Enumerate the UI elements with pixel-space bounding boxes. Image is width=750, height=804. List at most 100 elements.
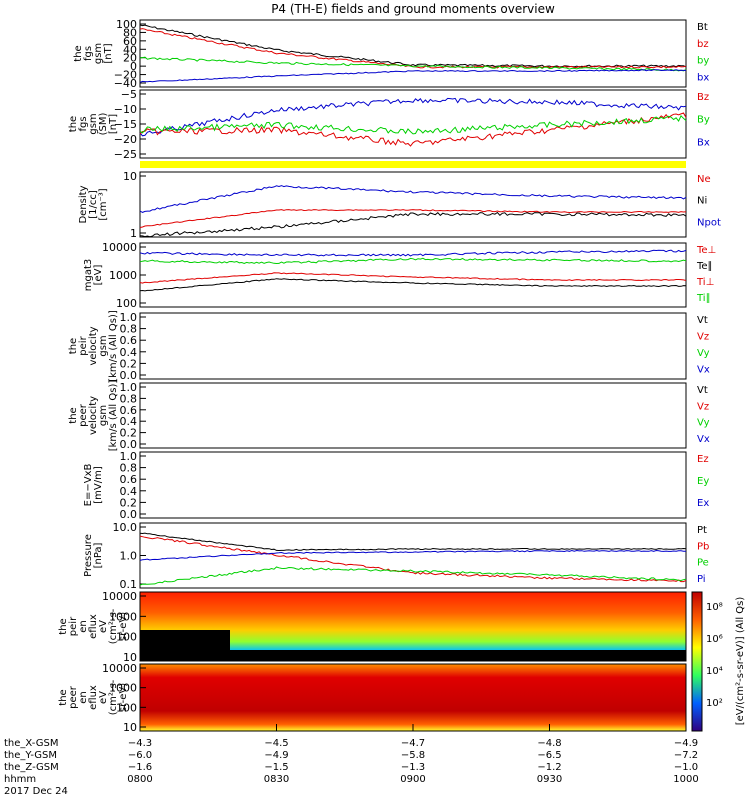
y-axis-label: mgat3[eV] [83, 259, 104, 292]
y-tick-label: 0.6 [120, 334, 138, 347]
panel-5: 1.00.80.60.40.20.0thepeirvelocitygsm[km/… [68, 310, 710, 382]
y-axis-label: Density[1/cc][cm⁻³] [78, 185, 109, 223]
y-tick-label: 1.0 [120, 311, 138, 324]
legend-entry: Vx [697, 365, 710, 376]
colorbar-tick-label: 10² [706, 698, 723, 709]
y-tick-label: 10.0 [113, 521, 138, 534]
legend-entry: Ez [697, 454, 709, 465]
y-tick-label: −10 [114, 103, 137, 116]
y-axis-label-line: the [68, 407, 79, 423]
y-tick-label: 0.4 [120, 415, 138, 428]
x-axis-row-label: the_Y-GSM [4, 750, 57, 761]
legend-entry: bx [697, 72, 709, 83]
y-axis-label-line: gsm [98, 335, 109, 356]
legend-entry: Vy [697, 418, 710, 429]
y-axis-label-line: fgs [78, 116, 89, 131]
y-tick-label: 0.4 [120, 346, 138, 359]
panel-8: 10.0 1.0 0.1 Pressure[nPa] Pt Pb Pe Pi [83, 521, 709, 591]
by-line [139, 115, 687, 135]
y-axis-label: thepeervelocitygsm[km/s (All Qs)] [68, 380, 119, 452]
y-tick-label: 60 [123, 35, 137, 48]
legend-entry: Bz [697, 92, 709, 103]
spectrogram-fill [140, 664, 686, 731]
pb-line [139, 535, 687, 583]
y-tick-label: 0.2 [120, 357, 138, 370]
y-axis-label-line: sr-eV) [118, 612, 129, 641]
panel-4: 10000 1000 100 mgat3[eV] Te⊥ Te∥ Ti⊥ Ti∥ [83, 241, 716, 310]
y-axis-label-line: [cm⁻³] [98, 188, 109, 220]
legend-entry: Vz [697, 401, 709, 412]
quality-flag-bar [140, 161, 686, 168]
y-tick-label: 1000 [109, 610, 137, 623]
x-tick-label: −4.9 [264, 750, 288, 761]
panel-7: 1.00.80.60.40.20.0 E=−VxB[mV/m] Ez Ey Ex [83, 450, 709, 521]
y-axis-label-line: en [78, 691, 89, 704]
y-axis-label-line: peir [68, 616, 79, 636]
legend-entry: Ex [697, 498, 709, 509]
y-tick-label: 10000 [102, 241, 137, 254]
legend-entry: Vy [697, 348, 710, 359]
y-axis-label-line: [km/s (All Qs)] [108, 380, 119, 452]
y-axis-label-line: (SM) [98, 113, 109, 136]
y-axis-label-line: (cm²-s- [108, 679, 119, 715]
x-tick-label: 0900 [400, 774, 425, 785]
panel-2: −5 −10 −15 −20 −25 thefgsgsm(SM)[nT] Bz By Bx [68, 88, 710, 168]
y-tick-label: 100 [116, 631, 137, 644]
y-tick-label: −5 [121, 88, 137, 101]
y-tick-label: 40 [123, 43, 137, 56]
legend-entry: Bx [697, 137, 710, 148]
y-tick-label: 0.8 [120, 462, 138, 475]
panel-6: 1.00.80.60.40.20.0thepeervelocitygsm[km/… [68, 380, 710, 452]
x-tick-label: −6.0 [128, 750, 152, 761]
panel-frame [139, 312, 687, 380]
ti-par-line [139, 249, 687, 257]
ne-line [139, 209, 687, 228]
spectrogram-dark-base [140, 650, 686, 661]
spectrogram-fill [140, 592, 686, 661]
y-tick-label: −20 [114, 69, 137, 82]
x-tick-label: −1.3 [401, 762, 425, 773]
by-line [139, 56, 687, 72]
y-axis-label-line: [nT] [108, 114, 119, 134]
y-tick-label: 100 [116, 18, 137, 31]
legend-entry: Ni [697, 196, 707, 207]
y-axis-label-line: en [78, 620, 89, 633]
y-tick-label: −20 [114, 133, 137, 146]
legend-entry: Ti⊥ [696, 277, 714, 288]
x-tick-label: −4.7 [401, 738, 425, 749]
y-tick-label: 1000 [109, 269, 137, 282]
x-tick-label: 0930 [537, 774, 562, 785]
y-tick-label: 1.0 [120, 450, 138, 463]
y-tick-label: 10000 [102, 590, 137, 603]
y-tick-label: 0.1 [120, 578, 138, 591]
y-axis-label-line: eV [98, 620, 109, 633]
x-tick-label: −4.5 [264, 738, 288, 749]
y-axis-label-line: velocity [88, 326, 99, 365]
y-tick-label: 1.0 [120, 381, 138, 394]
y-tick-label: 80 [123, 26, 137, 39]
panel-frame [139, 451, 687, 519]
y-tick-label: 10 [123, 651, 137, 664]
legend-entry: bz [697, 39, 709, 50]
x-tick-label: −4.8 [537, 738, 561, 749]
y-axis-label-line: gsm [88, 113, 99, 134]
y-tick-label: 0.2 [120, 427, 138, 440]
legend-entry: Vt [697, 385, 708, 396]
legend-entry: Te⊥ [696, 245, 716, 256]
y-axis-label-line: (cm²-s- [108, 608, 119, 644]
y-axis-label: thepeirvelocitygsm[km/s (All Qs)] [68, 310, 119, 382]
y-tick-label: 100 [116, 297, 137, 310]
y-tick-label: 0.0 [120, 438, 138, 451]
y-tick-label: −15 [114, 118, 137, 131]
panel-frame [139, 591, 687, 662]
bz-line [139, 112, 687, 147]
figure-title: P4 (TH-E) fields and ground moments over… [271, 2, 555, 16]
legend-entry: Te∥ [696, 261, 713, 272]
x-tick-label: −1.0 [674, 762, 698, 773]
legend-entry: Vz [697, 332, 709, 343]
legend-entry: Vx [697, 434, 710, 445]
x-axis-row-label: hhmm [4, 774, 36, 785]
x-tick-label: 1000 [673, 774, 698, 785]
bz-line [139, 28, 687, 69]
